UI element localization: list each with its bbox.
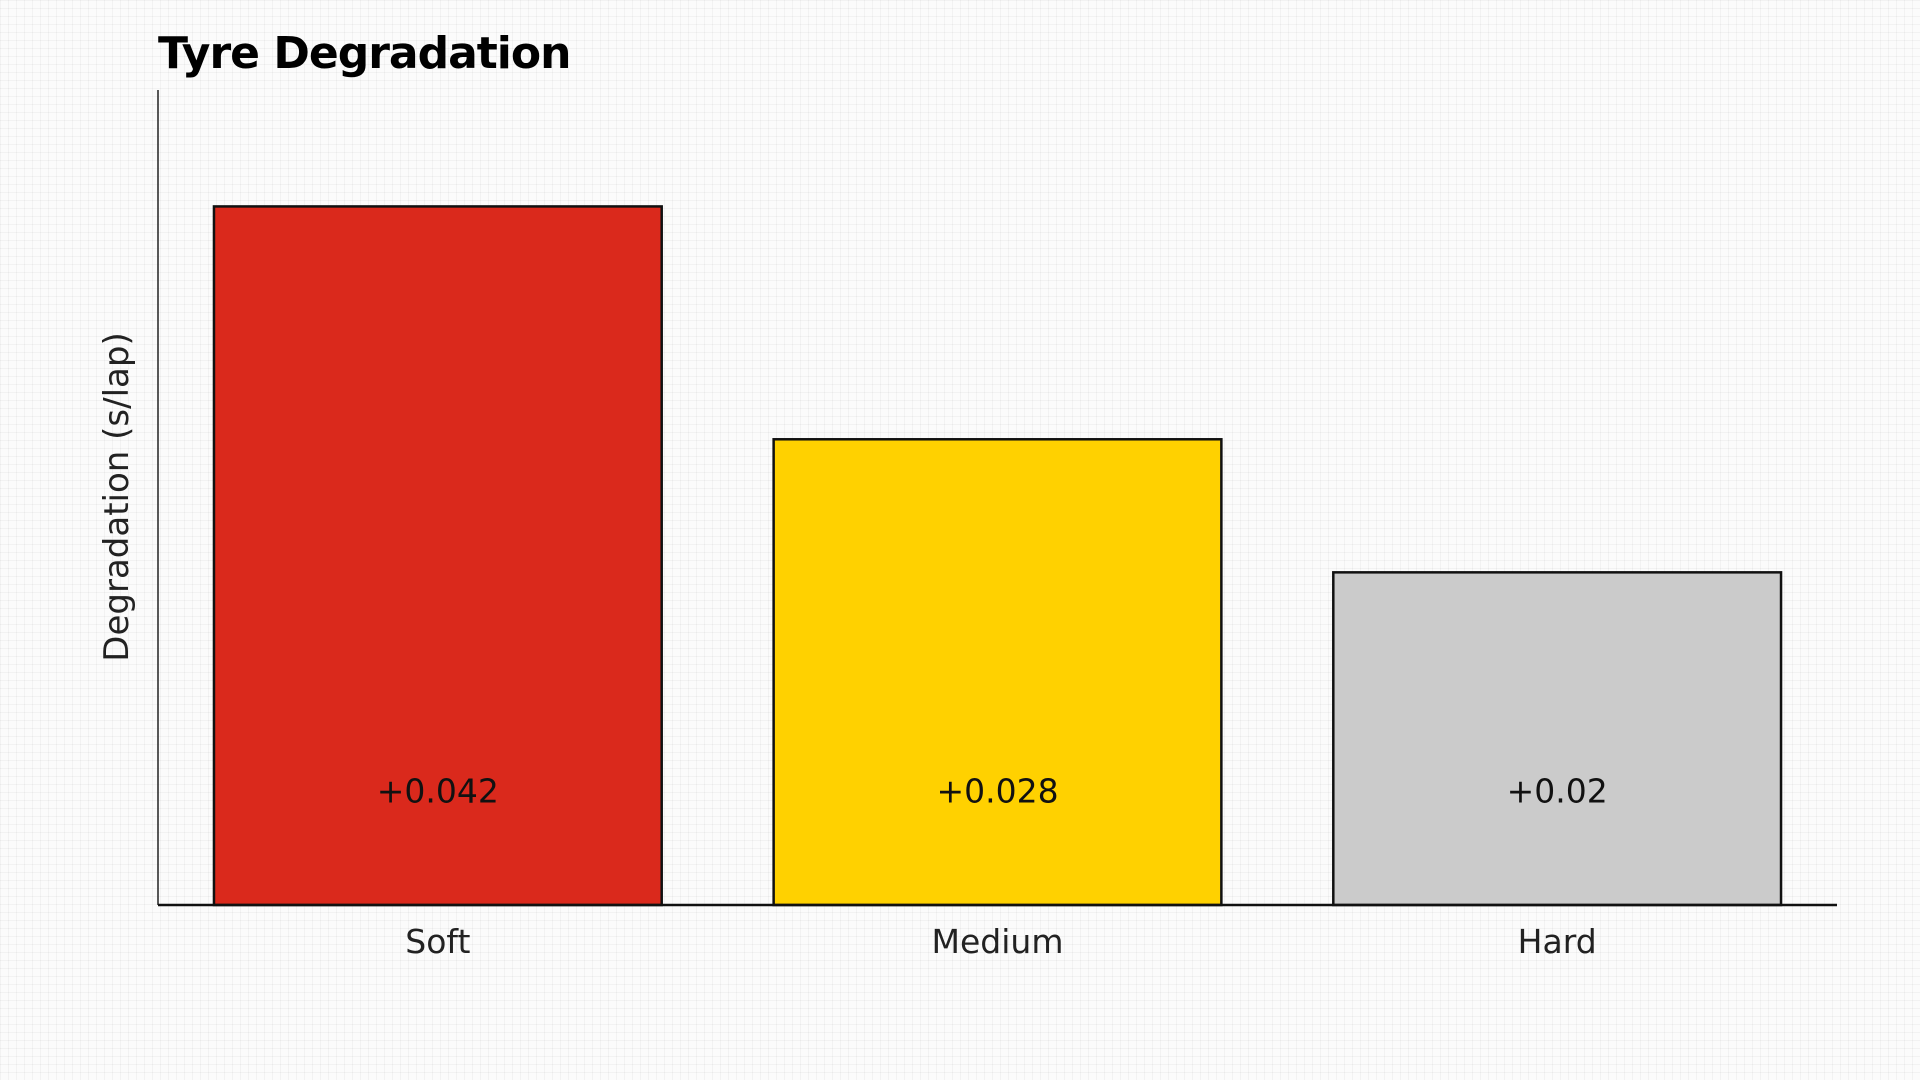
bar-soft [212,205,663,907]
x-tick-labels-layer: Soft Medium Hard [405,922,1596,961]
data-label-hard: +0.02 [1507,772,1608,811]
chart-title: Tyre Degradation [158,28,570,79]
data-labels-layer: +0.042 +0.028 +0.02 [377,772,1608,811]
x-tick-label-medium: Medium [932,922,1064,961]
data-label-soft: +0.042 [377,772,499,811]
y-axis-label: Degradation (s/lap) [97,332,137,661]
x-tick-label-hard: Hard [1518,922,1597,961]
bar-medium [772,438,1223,907]
data-label-medium: +0.028 [936,772,1058,811]
bar-hard [1332,571,1783,907]
bars-layer [212,205,1783,907]
x-tick-label-soft: Soft [405,922,470,961]
